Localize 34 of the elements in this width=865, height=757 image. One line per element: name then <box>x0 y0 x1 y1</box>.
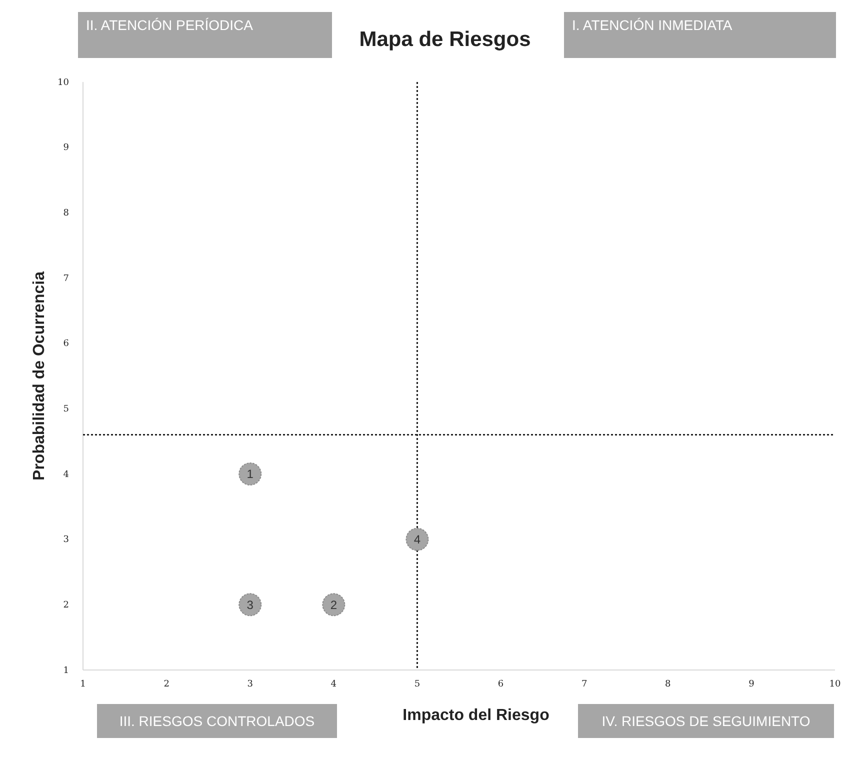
x-tick-label: 9 <box>748 679 755 690</box>
point <box>238 593 262 616</box>
x-tick-label: 2 <box>164 679 170 690</box>
annotation: 1 <box>246 467 254 482</box>
y-tick-label: 9 <box>63 143 70 154</box>
y-tick-label: 3 <box>63 535 70 546</box>
point <box>322 593 346 616</box>
text: II. ATENCIÓN PERÍODICA <box>86 17 254 33</box>
y-tick-label: 10 <box>58 78 70 88</box>
y-tick-label: 2 <box>63 600 69 611</box>
x-tick-label: 8 <box>665 679 672 690</box>
x-tick-label: 7 <box>581 679 588 690</box>
x-tick-label: 5 <box>414 679 420 690</box>
y-tick-label: 1 <box>63 666 69 676</box>
y-axis-title: Probabilidad de Ocurrencia <box>31 271 48 480</box>
x-tick-label: 1 <box>80 679 86 690</box>
x-tick-label: 10 <box>829 679 841 690</box>
x-tick-label: 6 <box>498 679 504 690</box>
y-tick-label: 8 <box>63 208 70 219</box>
y-tick-label: 5 <box>63 404 70 415</box>
chart-title: Mapa de Riesgos <box>359 28 531 51</box>
y-tick-label: 4 <box>63 470 70 480</box>
text: III. RIESGOS CONTROLADOS <box>119 713 315 729</box>
x-tick-label: 4 <box>330 679 337 690</box>
y-tick-label: 6 <box>63 339 70 350</box>
annotation: 4 <box>414 532 421 547</box>
annotation: 3 <box>246 598 254 612</box>
y-tick-label: 7 <box>63 274 70 284</box>
x-axis-title: Impacto del Riesgo <box>402 707 550 724</box>
point <box>238 462 262 486</box>
text: I. ATENCIÓN INMEDIATA <box>572 17 733 33</box>
text: IV. RIESGOS DE SEGUIMIENTO <box>602 713 810 729</box>
annotation: 2 <box>330 598 338 612</box>
x-tick-label: 3 <box>247 679 254 690</box>
